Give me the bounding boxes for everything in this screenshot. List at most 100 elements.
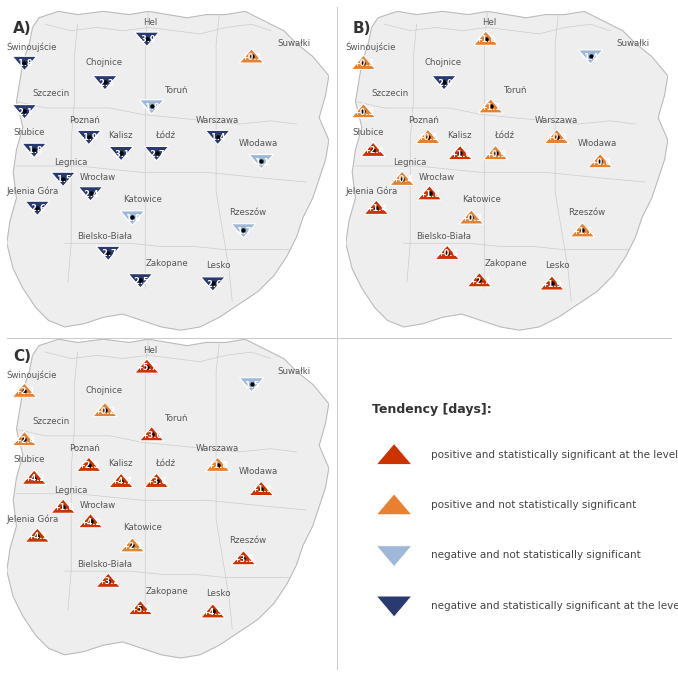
Text: Słubice: Słubice bbox=[353, 128, 384, 137]
Text: +0.9: +0.9 bbox=[485, 149, 506, 159]
Text: Poznań: Poznań bbox=[70, 116, 100, 125]
Text: -2.1: -2.1 bbox=[16, 107, 33, 117]
Polygon shape bbox=[96, 246, 121, 261]
Polygon shape bbox=[364, 200, 388, 214]
Text: Lesko: Lesko bbox=[545, 262, 570, 270]
Text: Świnoujście: Świnoujście bbox=[346, 41, 396, 52]
Text: positive and statistically significant at the level of 0.05: positive and statistically significant a… bbox=[431, 450, 678, 460]
Text: +0.3: +0.3 bbox=[546, 133, 567, 143]
Polygon shape bbox=[109, 473, 134, 487]
Polygon shape bbox=[51, 172, 75, 187]
Polygon shape bbox=[140, 100, 164, 114]
Text: Słubice: Słubice bbox=[14, 128, 45, 137]
Text: Łódź: Łódź bbox=[155, 131, 176, 140]
Text: Zakopane: Zakopane bbox=[145, 587, 188, 596]
Text: +3.0: +3.0 bbox=[141, 431, 162, 439]
Text: Warszawa: Warszawa bbox=[196, 444, 239, 453]
Polygon shape bbox=[435, 245, 460, 260]
Text: Chojnice: Chojnice bbox=[424, 58, 462, 68]
Polygon shape bbox=[144, 473, 169, 487]
Text: +4.2: +4.2 bbox=[80, 518, 101, 527]
Polygon shape bbox=[144, 147, 169, 161]
Text: +1.9: +1.9 bbox=[251, 485, 272, 494]
Polygon shape bbox=[570, 222, 595, 237]
Text: negative and not statistically significant: negative and not statistically significa… bbox=[431, 550, 641, 560]
Text: Bielsko-Biała: Bielsko-Biała bbox=[416, 233, 471, 241]
Text: Hel: Hel bbox=[143, 346, 157, 355]
Text: -1.8: -1.8 bbox=[143, 103, 161, 112]
Polygon shape bbox=[78, 187, 103, 201]
Text: Suwałki: Suwałki bbox=[277, 367, 311, 376]
Text: Legnica: Legnica bbox=[54, 486, 88, 495]
Text: Toruń: Toruń bbox=[165, 414, 188, 422]
Text: Tendency [days]:: Tendency [days]: bbox=[372, 403, 492, 416]
Text: Jelenia Góra: Jelenia Góra bbox=[7, 187, 59, 197]
Text: A): A) bbox=[14, 21, 32, 36]
Text: Katowice: Katowice bbox=[123, 195, 161, 204]
Text: Rzeszów: Rzeszów bbox=[229, 536, 266, 545]
Text: Katowice: Katowice bbox=[123, 523, 161, 532]
Polygon shape bbox=[540, 276, 564, 290]
Text: Chojnice: Chojnice bbox=[85, 58, 123, 68]
Text: +2.4: +2.4 bbox=[363, 146, 384, 155]
Text: Warszawa: Warszawa bbox=[196, 116, 239, 125]
Text: -1.8: -1.8 bbox=[25, 146, 43, 155]
Polygon shape bbox=[231, 550, 256, 565]
Polygon shape bbox=[588, 153, 612, 168]
Text: Wrocław: Wrocław bbox=[79, 172, 115, 182]
Text: -1.4: -1.4 bbox=[582, 53, 599, 62]
Polygon shape bbox=[25, 528, 49, 542]
Text: Warszawa: Warszawa bbox=[535, 116, 578, 125]
Text: Toruń: Toruń bbox=[504, 86, 527, 95]
Text: +0.2: +0.2 bbox=[94, 406, 115, 416]
Polygon shape bbox=[12, 431, 37, 445]
Text: Jelenia Góra: Jelenia Góra bbox=[346, 187, 398, 197]
Text: -2.7: -2.7 bbox=[100, 249, 117, 258]
Polygon shape bbox=[7, 339, 329, 658]
Text: Włodawa: Włodawa bbox=[239, 466, 278, 476]
Text: +4.1: +4.1 bbox=[27, 532, 48, 541]
Polygon shape bbox=[135, 359, 159, 373]
Polygon shape bbox=[376, 596, 412, 617]
Polygon shape bbox=[201, 604, 225, 618]
Text: Jelenia Góra: Jelenia Góra bbox=[7, 515, 59, 525]
Text: +2.1: +2.1 bbox=[14, 387, 35, 396]
Text: Świnoujście: Świnoujście bbox=[7, 41, 57, 52]
Text: +4.2: +4.2 bbox=[24, 474, 45, 483]
Text: +5.2: +5.2 bbox=[130, 604, 151, 614]
Text: +1.6: +1.6 bbox=[450, 149, 471, 159]
Text: -1.8: -1.8 bbox=[16, 59, 33, 68]
Text: +2.7: +2.7 bbox=[469, 276, 490, 286]
Text: +1.8: +1.8 bbox=[53, 503, 74, 512]
Text: Świnoujście: Świnoujście bbox=[7, 369, 57, 380]
Text: Hel: Hel bbox=[143, 18, 157, 27]
Text: -2.5: -2.5 bbox=[132, 276, 149, 286]
Text: Łódź: Łódź bbox=[494, 131, 515, 140]
Text: +2.1: +2.1 bbox=[122, 541, 143, 551]
Text: +1.8: +1.8 bbox=[475, 35, 496, 44]
Text: +4.7: +4.7 bbox=[111, 477, 132, 487]
Text: Szczecin: Szczecin bbox=[372, 89, 409, 98]
Text: positive and not statistically significant: positive and not statistically significa… bbox=[431, 500, 637, 510]
Polygon shape bbox=[479, 99, 503, 113]
Text: Szczecin: Szczecin bbox=[33, 89, 70, 98]
Text: negative and statistically significant at the level of 0.05: negative and statistically significant a… bbox=[431, 601, 678, 610]
Text: Lesko: Lesko bbox=[206, 589, 231, 598]
Polygon shape bbox=[544, 129, 569, 143]
Text: B): B) bbox=[353, 21, 371, 36]
Polygon shape bbox=[467, 272, 492, 287]
Text: -1.4: -1.4 bbox=[209, 133, 226, 143]
Text: +1.7: +1.7 bbox=[572, 227, 593, 236]
Polygon shape bbox=[351, 55, 376, 70]
Text: -2.7: -2.7 bbox=[148, 149, 165, 159]
Text: +3.2: +3.2 bbox=[98, 577, 119, 586]
Polygon shape bbox=[22, 143, 46, 158]
Polygon shape bbox=[135, 32, 159, 47]
Polygon shape bbox=[417, 186, 442, 200]
Polygon shape bbox=[483, 145, 508, 160]
Polygon shape bbox=[205, 457, 230, 471]
Text: -1.1: -1.1 bbox=[252, 158, 270, 166]
Text: Włodawa: Włodawa bbox=[239, 139, 278, 148]
Polygon shape bbox=[201, 277, 225, 291]
Text: Bielsko-Biała: Bielsko-Biała bbox=[77, 560, 132, 569]
